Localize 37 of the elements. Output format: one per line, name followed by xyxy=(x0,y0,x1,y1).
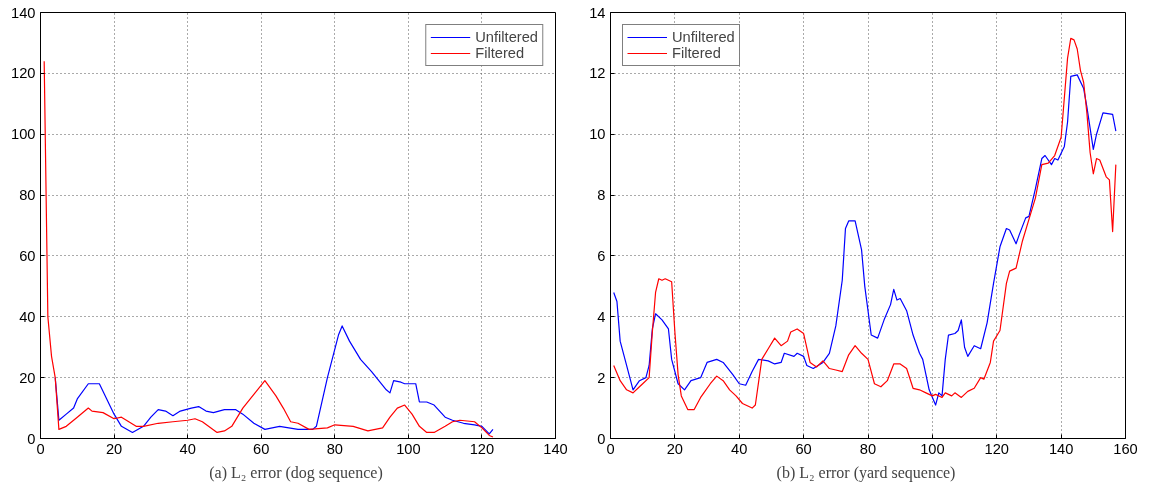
x-tick-label: 120 xyxy=(469,440,495,457)
x-tick-label: 120 xyxy=(984,440,1009,457)
y-tick-label: 20 xyxy=(19,369,36,386)
y-tick-label: 4 xyxy=(597,308,606,325)
y-tick-label: 12 xyxy=(589,65,606,82)
legend-label: Unfiltered xyxy=(475,29,538,45)
y-tick-label: 80 xyxy=(19,187,36,204)
x-tick-label: 40 xyxy=(179,440,196,457)
x-tick-label: 140 xyxy=(543,440,568,457)
x-tick-label: 60 xyxy=(253,440,270,457)
x-tick-label: 100 xyxy=(396,440,421,457)
x-tick-label: 20 xyxy=(666,440,684,457)
x-tick-label: 40 xyxy=(731,440,748,457)
x-tick-label: 60 xyxy=(795,440,812,457)
legend-label: Unfiltered xyxy=(672,29,735,45)
y-tick-label: 8 xyxy=(597,187,606,204)
line-series xyxy=(43,60,494,438)
y-tick-label: 14 xyxy=(589,4,606,21)
text: (a) L₂ error (dog sequence) xyxy=(209,463,383,482)
x-tick-label: 100 xyxy=(920,440,945,457)
y-tick-label: 100 xyxy=(11,126,36,143)
line-series xyxy=(54,325,494,435)
y-tick-label: 40 xyxy=(19,308,36,325)
x-tick-label: 140 xyxy=(1048,440,1074,457)
legend-label: Filtered xyxy=(475,45,525,61)
x-tick-label: 80 xyxy=(326,440,343,457)
y-tick-label: 6 xyxy=(597,247,606,264)
y-tick-label: 10 xyxy=(589,126,606,143)
y-tick-label: 140 xyxy=(11,4,36,21)
text: (b) L₂ error (yard sequence) xyxy=(776,463,956,482)
y-tick-label: 60 xyxy=(19,247,36,264)
y-tick-label: 120 xyxy=(11,65,36,82)
x-tick-label: 20 xyxy=(105,440,123,457)
legend-label: Filtered xyxy=(672,45,721,61)
x-tick-label: 160 xyxy=(1113,440,1138,457)
x-tick-label: 80 xyxy=(859,440,877,457)
y-tick-label: 2 xyxy=(597,369,606,386)
